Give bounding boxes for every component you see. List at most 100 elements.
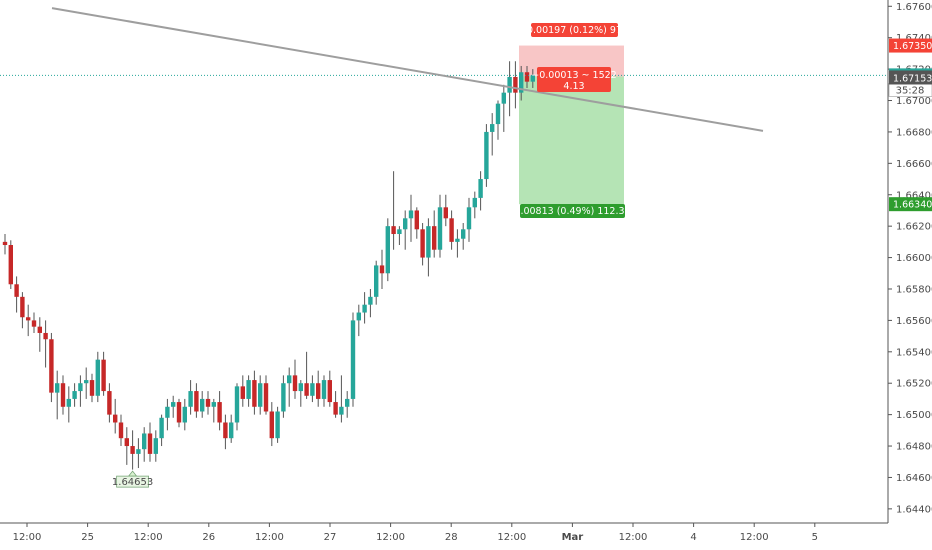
candle-body <box>258 383 263 407</box>
candle <box>478 171 483 211</box>
candle <box>391 171 396 250</box>
candle-body <box>281 383 286 412</box>
price-axis-label: 1.66600 <box>896 159 932 170</box>
candle-body <box>252 380 257 407</box>
low-label: 1.64653 <box>112 470 153 488</box>
candle-body <box>142 433 147 450</box>
candle-body <box>124 438 129 447</box>
stop-label-text: 0.00197 (0.12%) 97 <box>527 25 622 36</box>
last-close-tag: 1.67153 <box>889 70 932 85</box>
candle <box>37 317 42 352</box>
candle <box>205 391 211 415</box>
price-axis-label: 1.65600 <box>896 316 932 327</box>
candle-body <box>310 383 315 396</box>
candle <box>252 370 257 415</box>
candle <box>519 65 524 101</box>
candle <box>298 380 303 407</box>
candle-body <box>171 402 176 407</box>
candle-body <box>89 380 95 396</box>
candle-body <box>194 391 199 412</box>
candle-body <box>269 411 274 439</box>
time-axis-label: 26 <box>202 532 215 543</box>
candle <box>333 391 338 418</box>
price-axis[interactable]: 1.676001.674001.672001.670001.668001.666… <box>887 0 932 523</box>
time-axis-label: 27 <box>324 532 337 543</box>
candle-body <box>333 402 338 415</box>
candle <box>229 414 234 443</box>
target-label-box <box>520 204 625 218</box>
candle-body <box>205 398 211 407</box>
price-axis-label: 1.65200 <box>896 379 932 390</box>
candle-body <box>211 402 216 407</box>
candle <box>118 414 124 447</box>
candle-body <box>420 229 425 258</box>
candle-body <box>188 391 193 407</box>
candle-body <box>2 241 8 246</box>
candle-body <box>147 433 153 454</box>
candle <box>142 427 147 462</box>
pnl-label-text: −0.00013 ~ 1522 <box>531 70 616 81</box>
candle-body <box>437 207 443 250</box>
candle <box>223 414 228 450</box>
price-axis-label: 1.67000 <box>896 96 932 107</box>
candle <box>246 375 251 407</box>
candle <box>165 398 170 431</box>
target-label-text: 0.00813 (0.49%) 112.37 <box>514 206 630 217</box>
candle-body <box>229 422 234 439</box>
candle <box>107 383 112 423</box>
price-axis-label: 1.66000 <box>896 253 932 264</box>
candle-body <box>461 229 466 239</box>
target-price-tag-box <box>889 197 932 212</box>
candle-body <box>449 218 454 242</box>
candle-body <box>350 320 356 399</box>
candle <box>55 370 60 420</box>
candle <box>403 210 408 250</box>
candle <box>339 375 344 423</box>
candle <box>188 380 193 415</box>
pnl-label-text-2: 4.13 <box>563 81 584 92</box>
candle <box>8 240 13 289</box>
candle-body <box>287 375 292 384</box>
candle <box>130 430 135 470</box>
candle <box>171 395 176 418</box>
candle-body <box>484 131 489 180</box>
candle <box>95 351 100 403</box>
time-axis-label: 12:00 <box>740 532 769 543</box>
candle <box>2 234 8 255</box>
candle <box>379 249 385 289</box>
time-axis[interactable]: 12:00 25 12:00 26 12:00 27 12:00 28 12:00 Mar 12:0… <box>0 522 888 543</box>
price-axis-label: 1.64400 <box>896 504 932 515</box>
time-axis-label: 25 <box>81 532 94 543</box>
candle-body <box>472 197 477 208</box>
stop-price-tag: 1.67350 <box>889 38 932 53</box>
time-axis-label: 28 <box>445 532 458 543</box>
candle-body <box>513 76 518 93</box>
price-axis-label: 1.65800 <box>896 284 932 295</box>
price-axis-label: 1.66200 <box>896 222 932 233</box>
price-axis-label: 1.66400 <box>896 190 932 201</box>
low-label-box <box>116 475 149 488</box>
candle-body <box>113 414 118 423</box>
candle-body <box>339 406 344 415</box>
candle <box>101 351 106 396</box>
price-axis-label: 1.65000 <box>896 410 932 421</box>
candle <box>200 391 205 418</box>
time-axis-label: 12:00 <box>619 532 648 543</box>
time-axis-label: 5 <box>812 532 818 543</box>
candle <box>437 194 443 258</box>
candle <box>321 375 327 407</box>
candle-body <box>432 226 437 250</box>
candle <box>455 229 460 258</box>
candle <box>432 210 437 258</box>
time-axis-label: 12:00 <box>376 532 405 543</box>
candle <box>408 194 414 242</box>
candle <box>176 398 182 428</box>
candle-body <box>130 446 135 454</box>
candle <box>234 383 240 431</box>
candle-body <box>60 383 66 407</box>
candle-body <box>246 380 251 399</box>
candle <box>211 398 216 423</box>
candle-body <box>66 398 71 407</box>
